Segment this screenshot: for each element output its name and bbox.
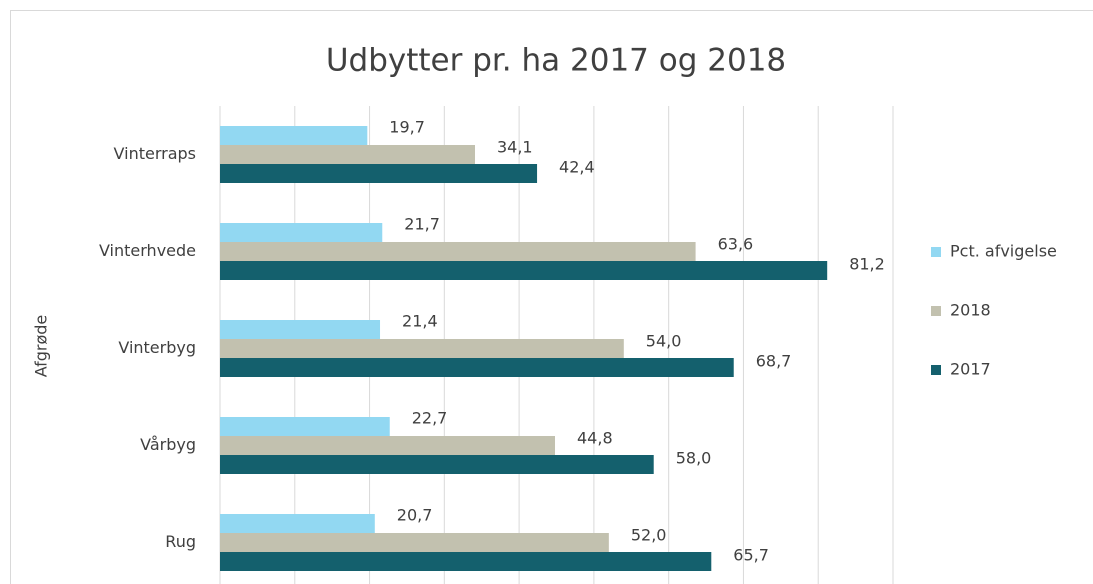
data-label: 58,0 bbox=[676, 449, 712, 468]
bar bbox=[220, 242, 696, 261]
data-label: 42,4 bbox=[559, 158, 595, 177]
data-label: 20,7 bbox=[397, 506, 433, 525]
y-tick-label: Vinterbyg bbox=[118, 338, 196, 357]
data-label: 34,1 bbox=[497, 138, 533, 157]
y-tick-label: Vinterraps bbox=[114, 144, 196, 163]
legend-label: 2018 bbox=[950, 301, 991, 320]
chart-frame bbox=[10, 10, 1093, 584]
data-label: 44,8 bbox=[577, 429, 613, 448]
y-tick-label: Vårbyg bbox=[140, 435, 196, 454]
y-axis-label: Afgrøde bbox=[32, 315, 51, 378]
data-label: 21,7 bbox=[404, 215, 440, 234]
legend-swatch bbox=[931, 365, 941, 375]
bar bbox=[220, 514, 375, 533]
data-label: 54,0 bbox=[646, 332, 682, 351]
legend-swatch bbox=[931, 247, 941, 257]
bar bbox=[220, 320, 381, 339]
bar bbox=[220, 261, 828, 280]
bar bbox=[220, 223, 383, 242]
bar bbox=[220, 126, 368, 145]
bar bbox=[220, 552, 712, 571]
bar bbox=[220, 417, 390, 436]
legend-label: Pct. afvigelse bbox=[950, 242, 1057, 261]
data-label: 65,7 bbox=[733, 546, 769, 565]
data-label: 19,7 bbox=[389, 118, 425, 137]
bar bbox=[220, 533, 609, 552]
bar bbox=[220, 358, 734, 377]
data-label: 63,6 bbox=[718, 235, 754, 254]
data-label: 68,7 bbox=[756, 352, 792, 371]
bar bbox=[220, 164, 538, 183]
data-label: 22,7 bbox=[412, 409, 448, 428]
data-label: 21,4 bbox=[402, 312, 438, 331]
bar bbox=[220, 145, 475, 164]
data-label: 52,0 bbox=[631, 526, 667, 545]
legend-label: 2017 bbox=[950, 360, 991, 379]
bar bbox=[220, 339, 624, 358]
bar bbox=[220, 455, 654, 474]
y-tick-label: Vinterhvede bbox=[99, 241, 196, 260]
data-label: 81,2 bbox=[849, 255, 885, 274]
y-tick-label: Rug bbox=[165, 532, 196, 551]
bar bbox=[220, 436, 556, 455]
chart-title: Udbytter pr. ha 2017 og 2018 bbox=[326, 43, 786, 79]
legend-swatch bbox=[931, 306, 941, 316]
